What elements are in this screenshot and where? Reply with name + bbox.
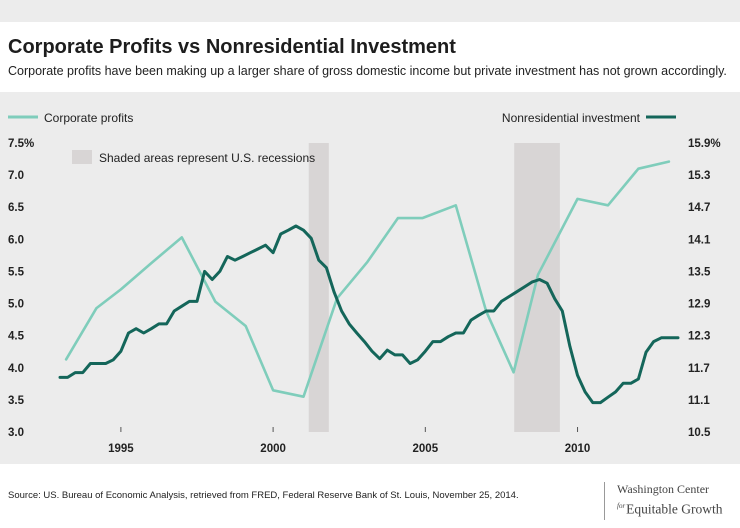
y-right-tick-label: 12.3 <box>688 331 710 343</box>
legend-recession-swatch <box>72 150 92 164</box>
x-tick-label: 2000 <box>260 443 286 455</box>
corporate-profits-line <box>64 160 671 399</box>
y-right-tick-label: 15.3 <box>688 170 710 182</box>
brand-line1: Washington Center <box>617 482 710 496</box>
y-left-tick-label: 7.5% <box>8 138 34 150</box>
y-right-tick-label: 10.5 <box>688 427 711 439</box>
series-lines-group <box>58 160 680 405</box>
y-right-tick-label: 12.9 <box>688 299 710 311</box>
chart-panel <box>0 92 740 464</box>
y-left-tick-label: 4.0 <box>8 363 24 375</box>
axes-group: 3.0 3.5 4.0 4.5 5.0 5.5 6.0 6.5 7.0 7.5% 10.5 11.1 1… <box>8 138 721 455</box>
y-left-tick-label: 3.0 <box>8 427 24 439</box>
y-left-tick-label: 5.5 <box>8 266 25 278</box>
x-tick-label: 2010 <box>565 443 591 455</box>
legend-profits-label: Corporate profits <box>44 111 133 125</box>
line-chart: 3.0 3.5 4.0 4.5 5.0 5.5 6.0 6.5 7.0 7.5% 10.5 11.1 1… <box>8 111 721 455</box>
legend-recession-label: Shaded areas represent U.S. recessions <box>99 151 315 165</box>
y-right-tick-label: 11.7 <box>688 363 710 375</box>
top-band <box>0 0 740 22</box>
y-left-tick-label: 4.5 <box>8 331 25 343</box>
y-left-tick-label: 7.0 <box>8 170 24 182</box>
chart-subtitle: Corporate profits have been making up a … <box>8 64 727 78</box>
y-left-tick-label: 6.5 <box>8 202 25 214</box>
legend-investment-label: Nonresidential investment <box>502 111 641 125</box>
x-tick-label: 1995 <box>108 443 134 455</box>
source-note: Source: US. Bureau of Economic Analysis,… <box>8 490 519 501</box>
y-right-tick-label: 13.5 <box>688 266 711 278</box>
y-left-tick-label: 5.0 <box>8 299 24 311</box>
brand-line2-row: forEquitable Growth <box>617 497 734 519</box>
y-right-tick-label: 15.9% <box>688 138 721 150</box>
chart-title: Corporate Profits vs Nonresidential Inve… <box>8 36 456 58</box>
recession-band <box>308 143 329 432</box>
brand-for: for <box>617 502 626 510</box>
y-right-tick-label: 14.7 <box>688 202 710 214</box>
y-right-tick-label: 11.1 <box>688 395 710 407</box>
brand-logo: Washington Center forEquitable Growth <box>604 482 734 520</box>
y-left-tick-label: 3.5 <box>8 395 25 407</box>
y-right-tick-label: 14.1 <box>688 234 711 246</box>
brand-line2: Equitable Growth <box>626 501 723 517</box>
legend-group: Corporate profits Nonresidential investm… <box>8 111 676 165</box>
x-tick-label: 2005 <box>413 443 439 455</box>
nonresidential-investment-line <box>58 224 680 405</box>
y-left-tick-label: 6.0 <box>8 234 24 246</box>
